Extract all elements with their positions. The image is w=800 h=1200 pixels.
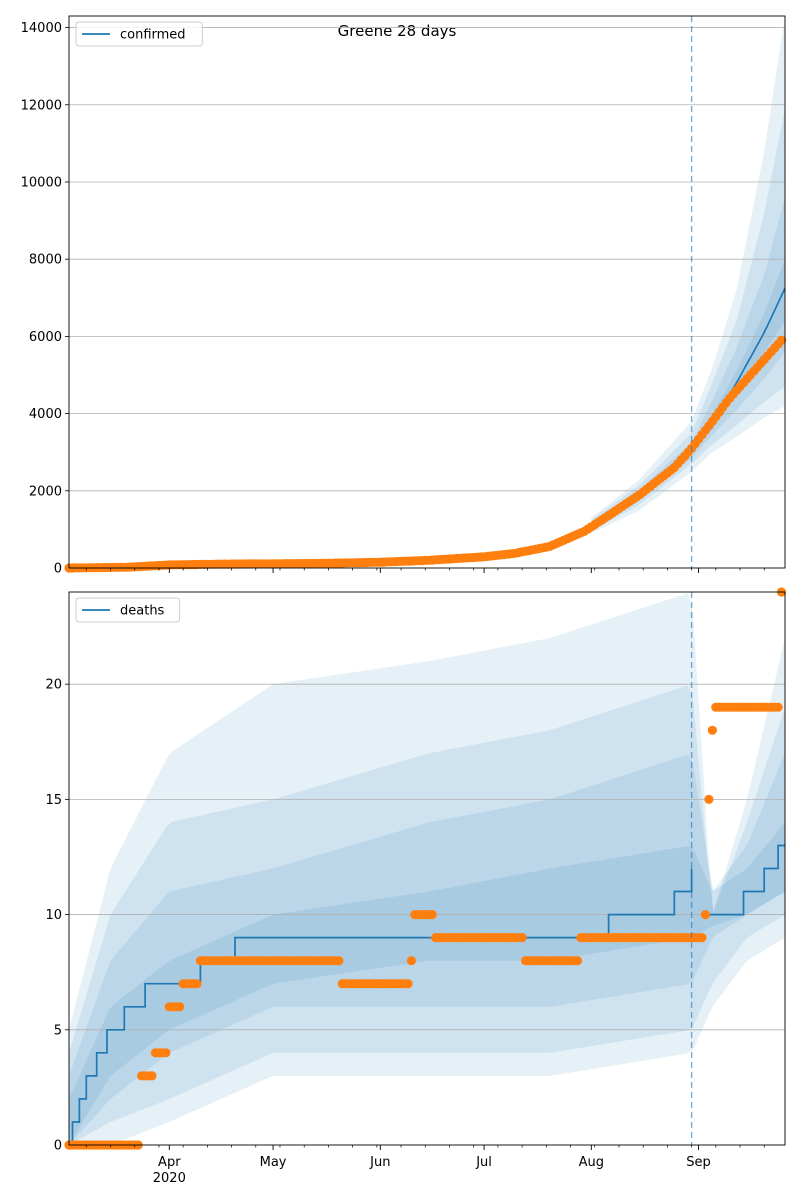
y-tick-label: 10000 xyxy=(21,175,62,190)
y-tick-label: 2000 xyxy=(29,484,62,499)
uncertainty-band xyxy=(69,593,785,1145)
observed-point xyxy=(572,956,583,966)
observed-point xyxy=(334,956,344,966)
observed-point xyxy=(175,1002,185,1012)
observed-point xyxy=(700,910,711,920)
y-tick-label: 8000 xyxy=(29,253,62,268)
observed-point xyxy=(406,956,416,966)
y-tick-label: 10 xyxy=(45,908,62,923)
x-tick-label: Aug xyxy=(579,1155,604,1170)
confirmed-panel: 0 2000 4000 6000 8000 10000 12000 14000 confirme… xyxy=(21,15,787,577)
x-tick-label: Apr xyxy=(158,1155,181,1170)
y-tick-label: 12000 xyxy=(21,98,62,113)
y-tick-label: 6000 xyxy=(29,330,62,345)
observed-point xyxy=(704,794,714,805)
observed-point xyxy=(517,933,527,943)
legend-label: confirmed xyxy=(120,28,186,43)
model-line-group xyxy=(69,844,785,1145)
y-tick-label: 15 xyxy=(45,793,62,808)
observed-point xyxy=(161,1048,171,1058)
legend: confirmed xyxy=(75,21,203,47)
model-line xyxy=(702,844,785,916)
y-tick-label: 20 xyxy=(45,678,62,693)
legend-box xyxy=(75,21,203,47)
observed-points xyxy=(64,587,787,1150)
y-tick-label: 4000 xyxy=(29,407,62,422)
y-tick-label: 0 xyxy=(54,562,62,577)
observed-point xyxy=(403,979,413,989)
observed-point xyxy=(776,335,787,345)
y-tick-label: 5 xyxy=(54,1023,62,1038)
legend: deaths xyxy=(75,597,181,623)
uncertainty-band xyxy=(69,822,785,1145)
uncertainty-band xyxy=(591,16,785,534)
y-tick-label: 0 xyxy=(54,1139,62,1154)
x-tick-label: Jul xyxy=(475,1155,492,1170)
x-tick-label: Sep xyxy=(686,1155,711,1170)
chart-title: Greene 28 days xyxy=(338,22,457,40)
observed-point xyxy=(707,725,718,735)
uncertainty-band xyxy=(69,753,785,1145)
x-tick-sublabel: 2020 xyxy=(153,1171,186,1186)
axes-frame xyxy=(68,591,786,1146)
observed-point xyxy=(192,979,202,989)
legend-label: deaths xyxy=(120,604,165,619)
model-line xyxy=(69,868,693,1145)
axes-frame xyxy=(68,15,786,569)
observed-points xyxy=(64,335,787,573)
observed-point xyxy=(147,1071,157,1081)
observed-point xyxy=(773,702,783,712)
y-tick-label: 14000 xyxy=(21,21,62,36)
legend-box xyxy=(75,597,181,623)
model-line-group xyxy=(69,287,785,568)
observed-point xyxy=(697,933,707,943)
model-line xyxy=(69,287,785,568)
observed-point xyxy=(427,910,437,920)
uncertainty-bands xyxy=(69,593,785,1145)
x-tick-label: May xyxy=(260,1155,287,1170)
x-tick-label: Jun xyxy=(369,1155,390,1170)
